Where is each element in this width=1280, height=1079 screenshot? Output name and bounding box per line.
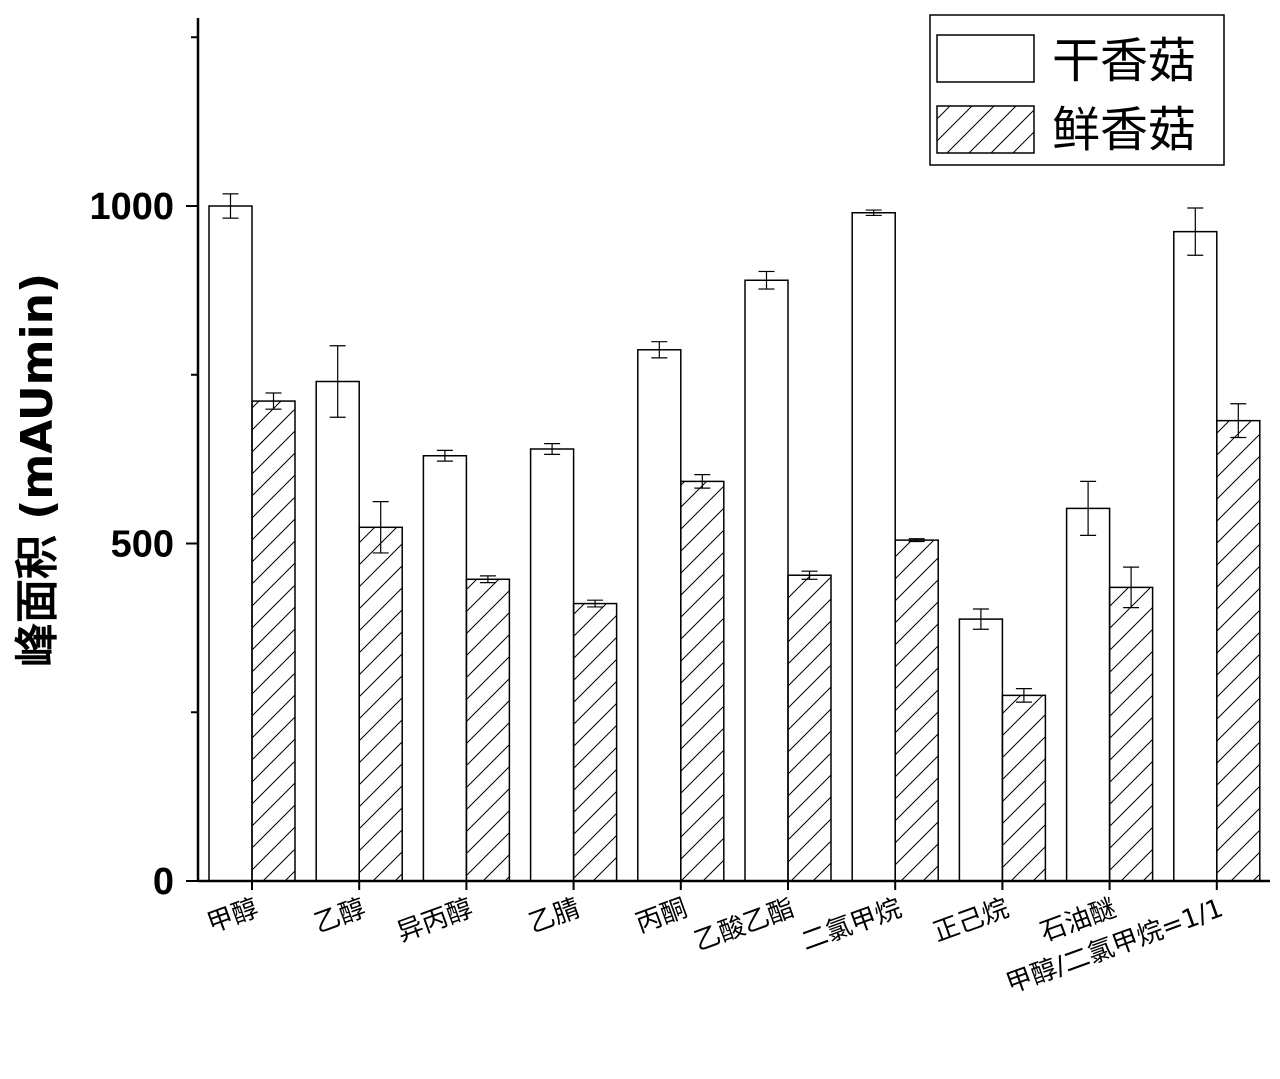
bar-series-2 [358,526,403,882]
x-tick-label: 二氯甲烷 [798,893,906,957]
bar-series-1 [851,212,896,882]
bar-series-2 [251,400,296,882]
bar-series-1 [422,455,468,882]
x-tick-label: 异丙醇 [393,893,477,948]
legend-swatch-hatched [936,105,1035,154]
bar-series-1 [1065,507,1111,882]
x-tick-label: 乙醇 [310,893,369,939]
legend-swatch-plain [936,34,1035,83]
bar-series-2 [894,539,939,882]
bar-series-2 [1001,694,1047,882]
bar-series-1 [958,618,1004,882]
y-axis-label: 峰面积 (mAUmin) [12,273,63,667]
bar-series-1 [637,349,682,882]
legend-label-series-2: 鲜香菇 [1052,102,1196,158]
y-tick-label: 0 [153,861,174,903]
bars-layer [208,193,1261,882]
bar-series-1 [744,279,789,882]
y-tick-label: 1000 [89,186,174,228]
x-tick-label: 正己烷 [929,893,1013,948]
bar-series-2 [465,578,511,882]
bar-series-2 [680,480,725,882]
bar-series-2 [1216,419,1261,882]
x-tick-label: 丙酮 [632,893,691,939]
y-tick-label: 500 [111,524,174,566]
bar-series-2 [1108,586,1154,882]
x-tick-label: 乙腈 [525,893,584,939]
bar-series-1 [208,205,253,882]
bar-series-1 [315,380,360,882]
bar-series-1 [529,448,575,882]
legend: 干香菇 鲜香菇 [929,14,1225,166]
x-tick-label: 乙酸乙酯 [690,893,798,957]
bar-series-2 [572,602,618,882]
bar-series-1 [1173,230,1218,882]
legend-label-series-1: 干香菇 [1052,33,1196,89]
bar-series-2 [787,574,832,882]
x-tick-label: 甲醇 [203,893,262,939]
